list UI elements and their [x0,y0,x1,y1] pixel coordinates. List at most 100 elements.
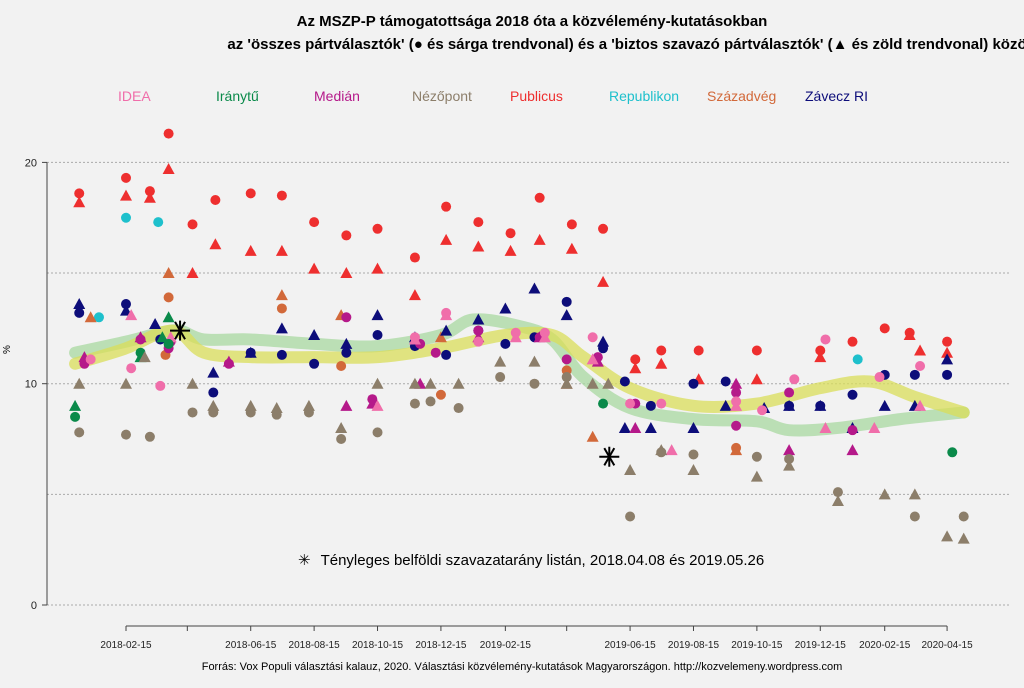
data-point-circle [958,511,969,522]
data-point-triangle [69,399,82,411]
data-point-circle [245,188,256,199]
data-point-circle [74,427,85,438]
x-tick-label: 2018-06-15 [225,640,277,651]
data-point-circle [276,303,287,314]
data-point-triangle [244,346,257,358]
data-point-triangle [270,402,283,414]
data-point-circle [909,369,920,380]
data-point-circle [625,511,636,522]
data-point-triangle [629,362,642,374]
data-point-triangle [957,532,970,544]
data-point-circle [598,343,609,354]
data-point-circle [453,403,464,414]
data-point-triangle [586,430,599,442]
data-point-triangle [275,322,288,334]
x-tick-label: 2019-06-15 [605,640,657,651]
data-point-triangle [408,333,421,345]
data-point-circle [529,378,540,389]
data-point-circle [341,230,352,241]
data-point-triangle [538,331,551,343]
data-point-circle [187,407,198,418]
data-point-triangle [750,470,763,482]
data-point-triangle [586,377,599,389]
data-point-circle [210,195,221,206]
data-point-circle [561,354,572,365]
data-point-circle [163,292,174,303]
data-point-circle [430,347,441,358]
legend-item-median: Medián [314,88,360,104]
data-point-circle [784,387,795,398]
y-tick-label: 10 [25,379,37,391]
data-point-triangle [814,351,827,363]
data-point-triangle [244,399,257,411]
data-point-triangle [244,244,257,256]
data-point-circle [505,228,516,239]
data-point-circle [847,336,858,347]
data-point-triangle [186,267,199,279]
data-point-triangle [308,262,321,274]
data-point-circle [93,312,104,323]
data-point-circle [223,358,234,369]
data-point-circle [645,400,656,411]
data-point-circle [847,389,858,400]
data-point-circle [473,217,484,228]
data-point-triangle [565,242,578,254]
data-point-circle [372,330,383,341]
data-point-triangle [846,444,859,456]
data-point-triangle [156,331,169,343]
data-point-triangle [408,289,421,301]
data-point-circle [70,411,81,422]
data-point-triangle [878,399,891,411]
data-point-triangle [440,324,453,336]
data-point-circle [309,358,320,369]
data-point-circle [832,487,843,498]
x-tick-label: 2018-08-15 [289,640,341,651]
data-point-circle [820,334,831,345]
data-point-triangle [528,282,541,294]
data-point-circle [566,219,577,230]
data-point-triangle [162,163,175,175]
data-point-triangle [275,289,288,301]
data-point-triangle [730,399,743,411]
data-point-triangle [275,244,288,256]
data-point-triangle [494,355,507,367]
data-point-triangle [308,329,321,341]
data-point-triangle [452,377,465,389]
data-point-triangle [440,309,453,321]
data-point-circle [815,345,826,356]
data-point-triangle [371,399,384,411]
data-point-triangle [941,530,954,542]
data-point-circle [155,380,166,391]
data-point-circle [276,190,287,201]
data-point-triangle [162,267,175,279]
data-point-triangle [903,329,916,341]
data-point-triangle [73,196,86,208]
data-point-triangle [73,377,86,389]
data-point-triangle [831,494,844,506]
data-point-circle [751,345,762,356]
y-tick-label: 0 [31,600,37,612]
x-tick-label: 2019-10-15 [731,640,783,651]
data-point-circle [372,427,383,438]
data-point-circle [409,252,420,263]
data-point-triangle [560,377,573,389]
data-point-triangle [687,421,700,433]
data-point-triangle [819,421,832,433]
data-point-circle [789,374,800,385]
data-point-triangle [509,331,522,343]
data-point-triangle [597,275,610,287]
data-point-triangle [941,346,954,358]
data-point-circle [309,217,320,228]
data-point-circle [598,398,609,409]
data-point-circle [784,453,795,464]
legend-item-idea: IDEA [118,88,151,104]
legend-item-publicus: Publicus [510,88,563,104]
data-point-triangle [340,267,353,279]
data-point-triangle [878,488,891,500]
data-point-circle [731,420,742,431]
data-point-circle [874,372,885,383]
data-point-circle [909,511,920,522]
data-point-triangle [125,309,138,321]
data-point-circle [74,188,85,199]
chart-subtitle: az 'összes pártválasztók' (● és sárga tr… [227,36,1024,53]
